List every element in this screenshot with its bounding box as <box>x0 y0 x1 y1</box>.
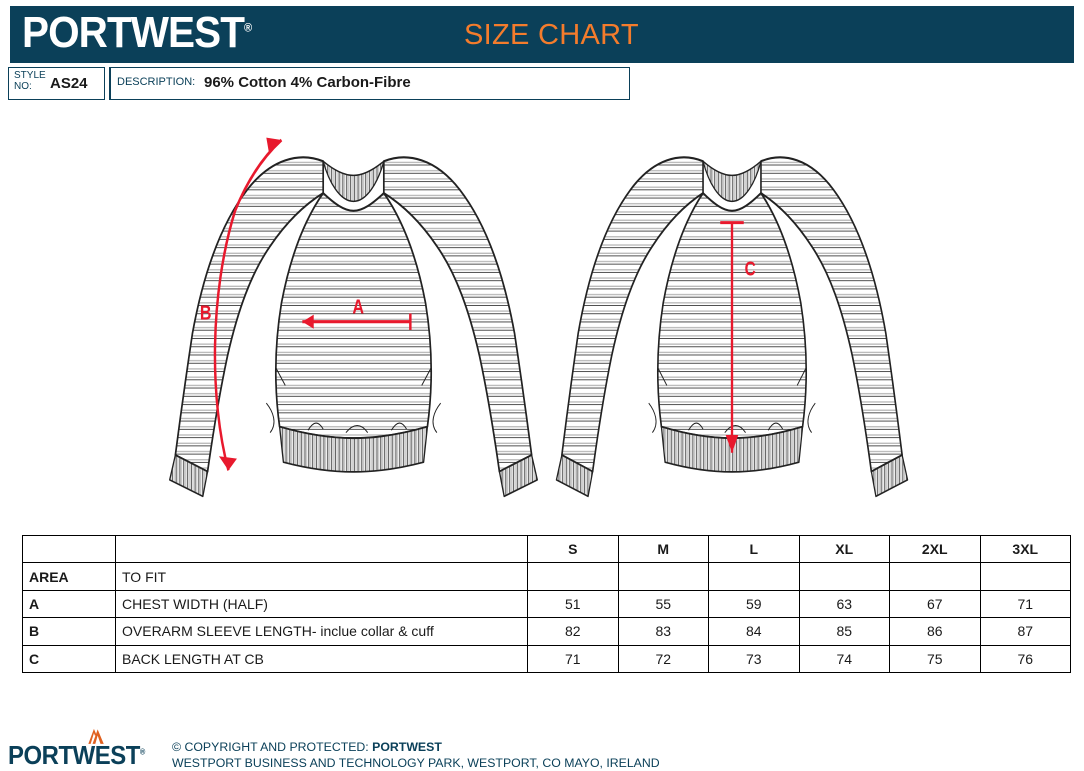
svg-text:B: B <box>200 302 212 324</box>
svg-text:C: C <box>745 258 756 280</box>
svg-text:A: A <box>352 296 364 318</box>
